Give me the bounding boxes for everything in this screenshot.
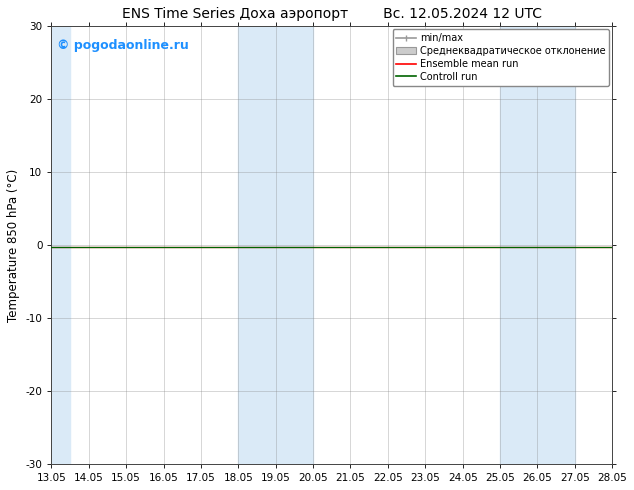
- Text: © pogodaonline.ru: © pogodaonline.ru: [57, 39, 189, 52]
- Legend: min/max, Среднеквадратическое отклонение, Ensemble mean run, Controll run: min/max, Среднеквадратическое отклонение…: [392, 29, 609, 86]
- Bar: [500, 26, 575, 464]
- Bar: [51, 26, 70, 464]
- Y-axis label: Temperature 850 hPa (°C): Temperature 850 hPa (°C): [7, 169, 20, 322]
- Bar: [238, 26, 313, 464]
- Title: ENS Time Series Доха аэропорт        Вс. 12.05.2024 12 UTC: ENS Time Series Доха аэропорт Вс. 12.05.…: [122, 7, 542, 21]
